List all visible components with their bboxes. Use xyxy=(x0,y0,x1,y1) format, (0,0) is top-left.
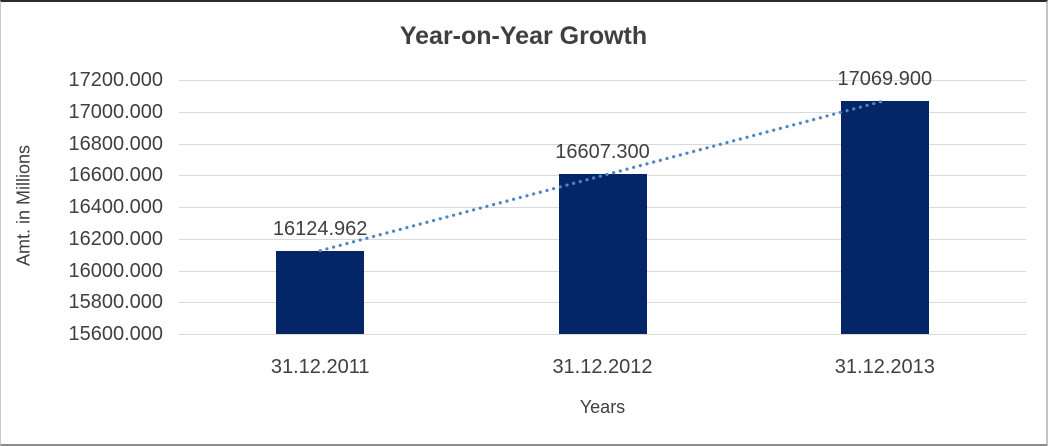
y-tick-label: 16400.000 xyxy=(68,196,163,218)
gridline xyxy=(179,143,1026,145)
trendline-dotted xyxy=(318,99,887,253)
y-tick-label: 15800.000 xyxy=(68,291,163,314)
x-tick-label: 31.12.2012 xyxy=(552,356,653,378)
y-tick-label: 15600.000 xyxy=(68,323,163,345)
x-tick-label: 31.12.2011 xyxy=(270,356,370,378)
trendline xyxy=(318,99,887,253)
gridline xyxy=(179,334,1026,335)
gridline xyxy=(179,111,1026,113)
y-tick-label: 16600.000 xyxy=(68,164,163,187)
bar-31.12.2012 xyxy=(558,174,647,334)
y-tick-label: 16000.000 xyxy=(68,259,163,282)
x-axis-title: Years xyxy=(579,397,626,417)
y-axis-title: Amt. in Millions xyxy=(13,144,34,267)
y-tick-label: 16200.000 xyxy=(68,227,163,250)
x-tick-label: 31.12.2013 xyxy=(834,356,935,378)
data-label: 16607.300 xyxy=(555,141,650,164)
y-tick-label: 16800.000 xyxy=(68,132,163,155)
bar-31.12.2011 xyxy=(276,250,365,334)
data-label: 16124.962 xyxy=(272,217,368,240)
y-tick-label: 17000.000 xyxy=(68,100,163,123)
chart-title: Year-on-Year Growth xyxy=(399,22,648,50)
data-label: 17069.900 xyxy=(837,67,933,90)
y-tick-label: 17200.000 xyxy=(68,69,163,91)
plot-area: 16124.962 16607.300 17069.900 xyxy=(179,68,1026,335)
bar-31.12.2013 xyxy=(840,100,929,334)
gridline xyxy=(179,80,1026,81)
